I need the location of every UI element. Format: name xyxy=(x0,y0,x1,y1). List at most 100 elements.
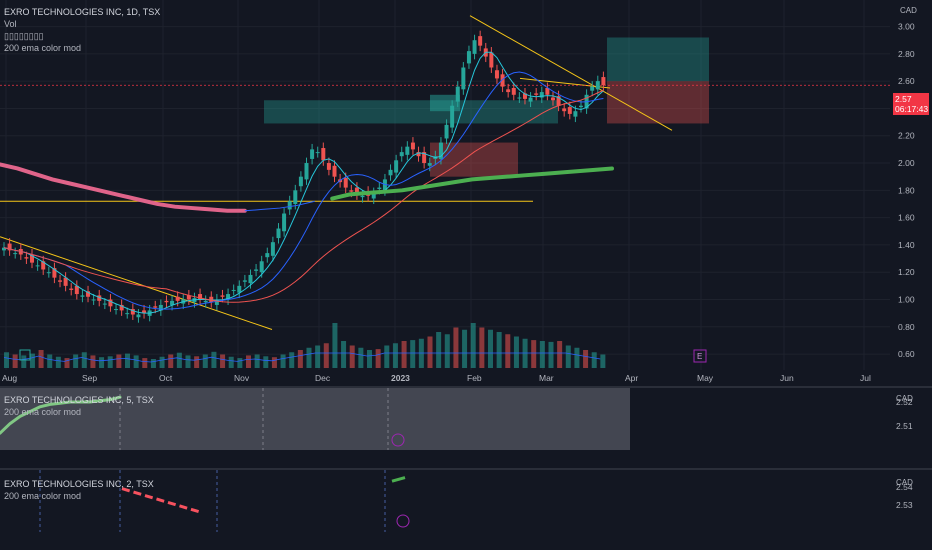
candle-body xyxy=(343,178,348,188)
candle-body xyxy=(164,300,169,303)
volume-bar xyxy=(237,358,243,368)
volume-bar xyxy=(142,358,148,368)
earnings-marker xyxy=(693,349,707,363)
candle-body xyxy=(399,152,404,157)
volume-bar xyxy=(297,350,303,368)
volume-bar xyxy=(488,329,493,368)
main-title: EXRO TECHNOLOGIES INC, 1D, TSX xyxy=(4,7,161,17)
candle-body xyxy=(450,105,455,128)
candle-body xyxy=(461,67,466,90)
candle-body xyxy=(310,149,315,159)
dividend-marker xyxy=(19,349,31,361)
trendline-2 xyxy=(469,15,673,131)
volume-bar xyxy=(246,355,251,368)
y-tick-label: 2.80 xyxy=(898,49,915,59)
candle-body xyxy=(74,285,79,295)
x-tick-label: Apr xyxy=(625,373,638,383)
pane-separator-1[interactable] xyxy=(0,386,932,388)
volume-bar xyxy=(12,354,18,368)
p2-ema-line xyxy=(0,395,122,435)
x-tick-label: May xyxy=(697,373,714,383)
candle-body xyxy=(24,257,29,259)
volume-bar xyxy=(332,323,338,368)
volume-bar xyxy=(436,332,442,368)
candle-body xyxy=(478,36,483,46)
candle-body xyxy=(80,295,85,297)
candle-body xyxy=(69,288,74,290)
candle-body xyxy=(7,243,12,251)
ema200-flat xyxy=(244,200,315,212)
volume-bar xyxy=(315,345,321,368)
volume-bar xyxy=(444,334,450,368)
volume-bar xyxy=(358,347,364,368)
volume-bar xyxy=(185,355,191,368)
candle-body xyxy=(539,92,544,98)
earnings-marker-label: E xyxy=(697,352,702,361)
p2-event-icon xyxy=(391,433,405,447)
volume-bar xyxy=(557,341,563,368)
candle-body xyxy=(203,300,208,303)
volume-bar xyxy=(81,352,87,368)
volume-bar xyxy=(64,358,70,368)
pane-2min[interactable]: 2.542.532410:4812:462712:302810:3011:001… xyxy=(0,470,932,547)
volume-bar xyxy=(548,341,554,368)
candle-body xyxy=(332,165,337,177)
candle-body xyxy=(573,111,578,117)
main-chart-svg[interactable]: 3.002.802.602.402.202.001.801.601.401.20… xyxy=(0,0,932,386)
x-tick-label: Nov xyxy=(234,373,250,383)
volume-bar xyxy=(375,349,381,368)
target-zone xyxy=(607,37,709,82)
volume-bar xyxy=(90,355,96,368)
countdown: 06:17:43 xyxy=(895,104,929,114)
volume-bar xyxy=(410,340,416,368)
candle-body xyxy=(427,163,432,166)
candle-body xyxy=(422,152,427,164)
y-tick-label: 1.80 xyxy=(898,185,915,195)
volume-bar xyxy=(271,357,277,368)
candle-body xyxy=(349,190,354,192)
candle-body xyxy=(130,309,135,315)
x-tick-label: Aug xyxy=(2,373,17,383)
ma-fast xyxy=(3,51,604,314)
pane-separator-2[interactable] xyxy=(0,468,932,470)
candle-body xyxy=(248,274,253,284)
p2-y-tick: 2.51 xyxy=(896,421,913,431)
candle-body xyxy=(63,277,68,286)
candle-body xyxy=(298,176,303,187)
candle-body xyxy=(214,299,219,305)
volume-bar xyxy=(470,323,476,368)
demand-zone xyxy=(264,100,558,124)
volume-bar xyxy=(453,327,459,368)
volume-bar xyxy=(220,354,226,368)
volume-bar xyxy=(289,352,295,368)
last-price: 2.57 xyxy=(895,94,912,104)
volume-bar xyxy=(254,354,260,368)
candle-body xyxy=(601,77,606,86)
candle-body xyxy=(41,261,46,270)
volume-bar xyxy=(583,350,589,368)
x-tick-label: Feb xyxy=(467,373,482,383)
volume-bar xyxy=(513,336,519,368)
candle-body xyxy=(125,313,130,315)
candle-body xyxy=(466,51,471,64)
candle-body xyxy=(489,52,494,68)
p3-legend: EXRO TECHNOLOGIES INC, 2, TSX 200 ema co… xyxy=(4,478,154,502)
volume-bar xyxy=(565,345,571,368)
candle-body xyxy=(237,285,242,293)
candle-body xyxy=(242,280,247,282)
y-tick-label: 1.60 xyxy=(898,213,915,223)
ema200-up xyxy=(330,166,614,201)
main-currency: CAD xyxy=(900,6,917,15)
volume-bar xyxy=(462,329,468,368)
zone-small xyxy=(430,94,460,112)
p2-y-tick: 2.52 xyxy=(896,397,913,407)
trendline-1 xyxy=(0,236,273,330)
pane-5min[interactable]: 2.522.5112:302412:002712:302810:4512:001… xyxy=(0,388,932,465)
candle-body xyxy=(304,163,309,180)
volume-bar xyxy=(47,354,53,368)
volume-bar xyxy=(496,332,502,368)
main-chart-pane[interactable]: 3.002.802.602.402.202.001.801.601.401.20… xyxy=(0,0,932,386)
candle-body xyxy=(590,86,595,91)
candle-body xyxy=(231,289,236,291)
candle-body xyxy=(522,93,527,99)
